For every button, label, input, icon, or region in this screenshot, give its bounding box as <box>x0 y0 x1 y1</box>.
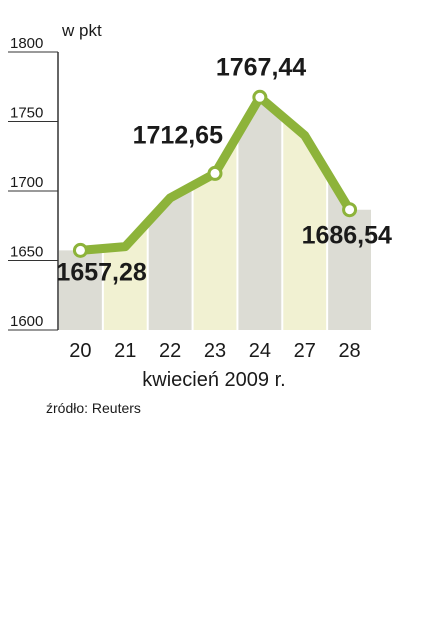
value-label: 1657,28 <box>56 258 146 286</box>
y-tick-label: 1650 <box>10 244 43 261</box>
point <box>252 89 268 105</box>
x-tick-label: 24 <box>249 340 271 362</box>
x-tick-label: 27 <box>294 340 316 362</box>
y-tick-label: 1750 <box>10 105 43 122</box>
y-tick-label: 1700 <box>10 174 43 191</box>
column-band <box>193 97 237 330</box>
x-tick-label: 21 <box>114 340 136 362</box>
point <box>342 202 358 218</box>
source: źródło: Reuters <box>46 400 141 416</box>
value-label: 1686,54 <box>302 222 392 250</box>
unit-label: w pkt <box>61 21 102 40</box>
point <box>72 242 88 258</box>
value-label: 1767,44 <box>216 53 306 81</box>
column-band <box>59 97 102 330</box>
x-axis-label: kwiecień 2009 r. <box>142 369 285 391</box>
point <box>207 165 223 181</box>
column-band <box>103 97 147 330</box>
x-tick-label: 23 <box>204 340 226 362</box>
y-tick-label: 1600 <box>10 313 43 330</box>
column-band <box>283 97 327 330</box>
x-tick-label: 28 <box>338 340 360 362</box>
column-band <box>238 97 282 330</box>
x-tick-label: 22 <box>159 340 181 362</box>
value-label: 1712,65 <box>133 121 223 149</box>
y-tick-label: 1800 <box>10 35 43 52</box>
x-tick-label: 20 <box>69 340 91 362</box>
bands <box>59 97 371 330</box>
